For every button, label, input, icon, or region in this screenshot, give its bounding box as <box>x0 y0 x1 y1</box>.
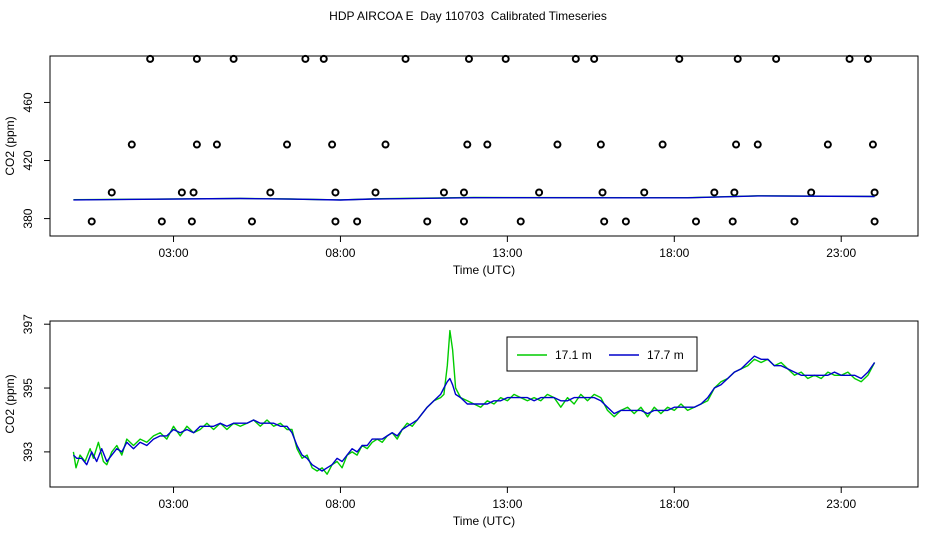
calibration-point <box>229 54 238 63</box>
plot-frame <box>49 55 919 237</box>
calibration-point <box>807 188 816 197</box>
calibration-point <box>247 217 256 226</box>
x-tick-label: 13:00 <box>492 246 522 260</box>
calibration-point <box>127 140 136 149</box>
x-tick-label: 08:00 <box>325 497 355 511</box>
calibration-point <box>640 188 649 197</box>
calibration-point <box>868 140 877 149</box>
calibration-point <box>598 188 607 197</box>
y-axis-label: CO2 (ppm) <box>3 116 17 175</box>
calibration-point <box>483 140 492 149</box>
y-tick-label: 395 <box>21 378 35 398</box>
calibration-point <box>189 188 198 197</box>
calibration-point <box>590 54 599 63</box>
calibration-point <box>553 140 562 149</box>
x-tick-label: 08:00 <box>325 246 355 260</box>
calibration-point <box>464 54 473 63</box>
calibration-point <box>157 217 166 226</box>
calibration-point <box>732 140 741 149</box>
calibration-point <box>423 217 432 226</box>
calibration-point <box>301 54 310 63</box>
calibration-point <box>730 188 739 197</box>
y-tick-label: 393 <box>21 442 35 462</box>
series-line <box>73 195 875 201</box>
calibration-point <box>107 188 116 197</box>
calibration-point <box>283 140 292 149</box>
calibration-point <box>596 140 605 149</box>
series-line <box>72 329 876 475</box>
x-tick-label: 23:00 <box>826 246 856 260</box>
chart-title: HDP AIRCOA E Day 110703 Calibrated Times… <box>329 9 607 23</box>
x-tick-label: 23:00 <box>826 497 856 511</box>
legend-label: 17.1 m <box>555 348 592 362</box>
calibration-point <box>381 140 390 149</box>
calibration-point <box>353 217 362 226</box>
calibration-point <box>772 54 781 63</box>
calibration-point <box>87 217 96 226</box>
calibration-point <box>753 140 762 149</box>
calibration-point <box>187 217 196 226</box>
legend: 17.1 m 17.7 m <box>506 336 698 372</box>
y-tick-label: 420 <box>21 150 35 170</box>
y-axis-label: CO2 (ppm) <box>3 374 17 433</box>
calibration-point <box>675 54 684 63</box>
calibration-point <box>710 188 719 197</box>
calibration-point <box>733 54 742 63</box>
y-tick-label: 397 <box>21 314 35 334</box>
calibration-point <box>870 217 879 226</box>
calibration-point <box>192 54 201 63</box>
calibration-point <box>212 140 221 149</box>
calibration-point <box>177 188 186 197</box>
panel-1: 03:00 08:00 13:00 18:00 23:00 Time (UTC) 380 42… <box>3 54 919 277</box>
calibration-point <box>621 217 630 226</box>
calibration-point <box>790 217 799 226</box>
calibration-point <box>459 188 468 197</box>
calibration-point <box>371 188 380 197</box>
series-line <box>72 355 876 472</box>
x-tick-label: 18:00 <box>659 246 689 260</box>
x-tick-label: 03:00 <box>159 497 189 511</box>
calibration-point <box>600 217 609 226</box>
x-tick-label: 13:00 <box>492 497 522 511</box>
plot-frame <box>49 320 919 488</box>
calibration-point <box>535 188 544 197</box>
x-tick-label: 18:00 <box>659 497 689 511</box>
calibration-point <box>328 140 337 149</box>
calibration-point <box>146 54 155 63</box>
calibration-point <box>319 54 328 63</box>
calibration-point <box>266 188 275 197</box>
calibration-point <box>192 140 201 149</box>
calibration-point <box>401 54 410 63</box>
calibration-point <box>501 54 510 63</box>
calibration-point <box>571 54 580 63</box>
calibration-point <box>823 140 832 149</box>
y-tick-label: 460 <box>21 92 35 112</box>
calibration-point <box>331 188 340 197</box>
x-axis-label: Time (UTC) <box>453 514 515 528</box>
calibration-point <box>331 217 340 226</box>
legend-box <box>506 336 698 372</box>
calibration-point <box>516 217 525 226</box>
calibration-point <box>863 54 872 63</box>
calibration-point <box>870 188 879 197</box>
calibration-point <box>439 188 448 197</box>
calibration-point <box>658 140 667 149</box>
x-tick-label: 03:00 <box>159 246 189 260</box>
calibration-point <box>459 217 468 226</box>
x-axis-label: Time (UTC) <box>453 263 515 277</box>
legend-label: 17.7 m <box>647 348 684 362</box>
calibration-point <box>845 54 854 63</box>
calibration-point <box>463 140 472 149</box>
panel-2: 03:00 08:00 13:00 18:00 23:00 Time (UTC) 393 39… <box>3 314 919 528</box>
calibration-point <box>691 217 700 226</box>
calibration-point <box>728 217 737 226</box>
y-tick-label: 380 <box>21 208 35 228</box>
